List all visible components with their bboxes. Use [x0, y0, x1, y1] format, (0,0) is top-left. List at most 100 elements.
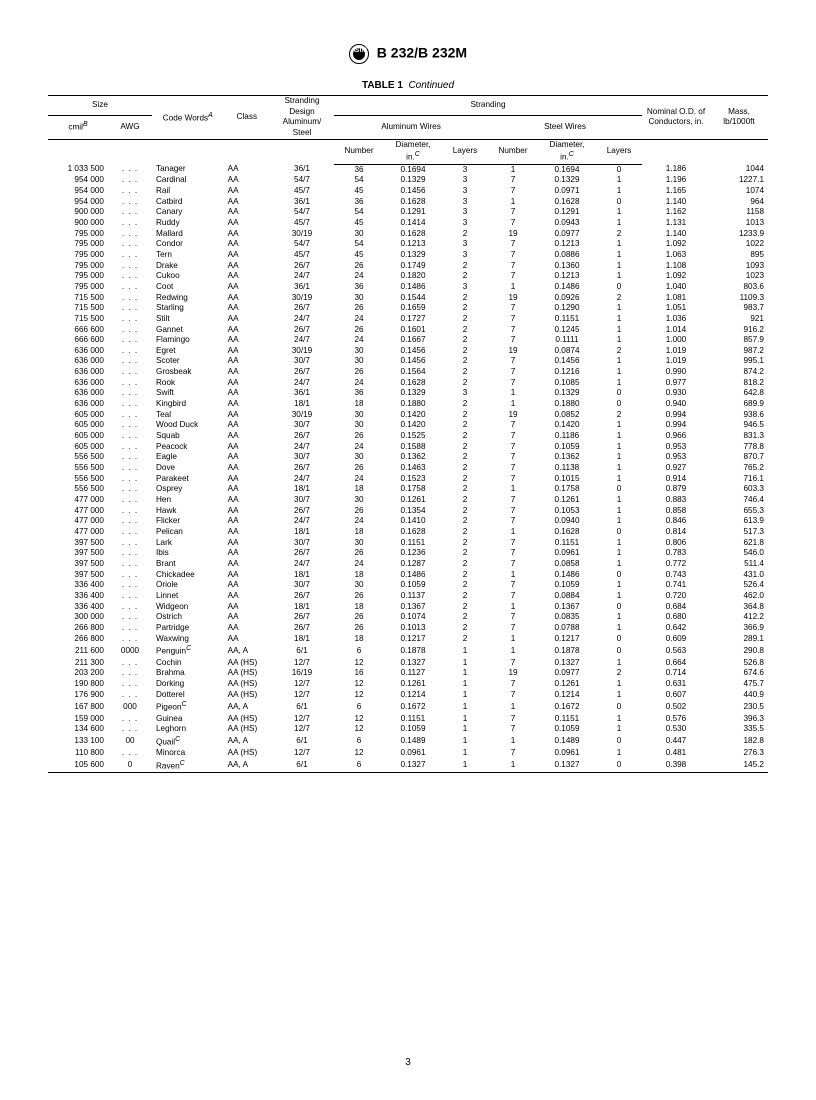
table-cell: 2 — [442, 463, 488, 474]
table-cell: 6/1 — [270, 700, 334, 713]
table-cell: 0.966 — [642, 431, 710, 442]
table-cell: . . . — [108, 658, 152, 669]
table-cell: Minorca — [152, 748, 224, 759]
table-cell: 336 400 — [48, 591, 108, 602]
table-row: 954 000. . .CardinalAA54/7540.1329370.13… — [48, 175, 768, 186]
table-cell: 0.883 — [642, 495, 710, 506]
table-cell: 1 — [442, 724, 488, 735]
table-cell: 0.1137 — [384, 591, 442, 602]
table-cell: Waxwing — [152, 634, 224, 645]
table-cell: 12/7 — [270, 690, 334, 701]
table-cell: 0.1186 — [538, 431, 596, 442]
table-cell: 900 000 — [48, 207, 108, 218]
table-cell: AA — [224, 634, 270, 645]
table-cell: AA — [224, 197, 270, 208]
table-cell: 26 — [334, 431, 384, 442]
table-cell: AA — [224, 218, 270, 229]
table-cell: 2 — [442, 303, 488, 314]
table-cell: AA — [224, 570, 270, 581]
table-cell: 3 — [442, 250, 488, 261]
table-cell: 3 — [442, 218, 488, 229]
table-cell: 0.1362 — [384, 452, 442, 463]
table-cell: 0.664 — [642, 658, 710, 669]
th-al-wires: Aluminum Wires — [334, 115, 488, 139]
table-cell: . . . — [108, 261, 152, 272]
table-cell: 0.1213 — [384, 239, 442, 250]
table-cell: 0.1329 — [538, 175, 596, 186]
table-cell: 2 — [442, 484, 488, 495]
table-cell: Condor — [152, 239, 224, 250]
table-cell: 1 — [442, 644, 488, 657]
table-cell: 26 — [334, 623, 384, 634]
table-cell: 0.1486 — [384, 570, 442, 581]
table-cell: 0.530 — [642, 724, 710, 735]
table-row: 556 500. . .DoveAA26/7260.1463270.113810… — [48, 463, 768, 474]
table-cell: 0 — [596, 644, 642, 657]
table-cell: 477 000 — [48, 527, 108, 538]
table-cell: 0.1327 — [538, 759, 596, 773]
table-cell: 556 500 — [48, 452, 108, 463]
table-cell: 1044 — [710, 164, 768, 175]
table-cell: 2 — [442, 623, 488, 634]
th-stranding: Stranding — [334, 96, 642, 116]
table-cell: 2 — [442, 367, 488, 378]
table-cell: 45/7 — [270, 250, 334, 261]
table-cell: Drake — [152, 261, 224, 272]
table-cell: 26/7 — [270, 506, 334, 517]
table-cell: 1.019 — [642, 356, 710, 367]
table-cell: . . . — [108, 668, 152, 679]
table-cell: 1.092 — [642, 239, 710, 250]
table-cell: AA — [224, 175, 270, 186]
table-cell: 0.0874 — [538, 346, 596, 357]
table-cell: 2 — [442, 538, 488, 549]
table-cell: 2 — [596, 293, 642, 304]
table-cell: 7 — [488, 239, 538, 250]
table-cell: 182.8 — [710, 735, 768, 748]
table-cell: 1.036 — [642, 314, 710, 325]
table-cell: 0 — [596, 634, 642, 645]
table-cell: 0.1463 — [384, 463, 442, 474]
table-cell: Guinea — [152, 714, 224, 725]
table-cell: 921 — [710, 314, 768, 325]
table-cell: 26 — [334, 325, 384, 336]
table-cell: 983.7 — [710, 303, 768, 314]
table-cell: 0.1015 — [538, 474, 596, 485]
table-cell: Egret — [152, 346, 224, 357]
table-cell: 24/7 — [270, 271, 334, 282]
table-cell: 30 — [334, 452, 384, 463]
table-cell: 0.1672 — [384, 700, 442, 713]
table-cell: 477 000 — [48, 495, 108, 506]
table-cell: 16/19 — [270, 668, 334, 679]
table-cell: 30/19 — [270, 229, 334, 240]
table-cell: . . . — [108, 612, 152, 623]
table-cell: AA — [224, 474, 270, 485]
table-cell: Brant — [152, 559, 224, 570]
table-cell: 7 — [488, 314, 538, 325]
table-cell: 7 — [488, 271, 538, 282]
table-cell: 0.1059 — [538, 724, 596, 735]
table-cell: 477 000 — [48, 506, 108, 517]
table-cell: AA — [224, 207, 270, 218]
table-cell: 0.1327 — [384, 759, 442, 773]
table-cell: Dotterel — [152, 690, 224, 701]
table-cell: 2 — [442, 516, 488, 527]
table-cell: Cardinal — [152, 175, 224, 186]
table-cell: 36/1 — [270, 164, 334, 175]
table-cell: AA — [224, 229, 270, 240]
table-cell: 3 — [442, 207, 488, 218]
table-cell: . . . — [108, 239, 152, 250]
table-cell: 0.1758 — [538, 484, 596, 495]
table-cell: 105 600 — [48, 759, 108, 773]
table-cell: 0 — [596, 527, 642, 538]
table-cell: 1022 — [710, 239, 768, 250]
table-cell: 24 — [334, 378, 384, 389]
table-cell: Tanager — [152, 164, 224, 175]
table-cell: 7 — [488, 516, 538, 527]
table-cell: 30/19 — [270, 410, 334, 421]
table-cell: AA — [224, 442, 270, 453]
table-cell: 2 — [442, 335, 488, 346]
table-cell: 605 000 — [48, 442, 108, 453]
table-cell: . . . — [108, 431, 152, 442]
table-cell: 1 — [488, 735, 538, 748]
table-cell: 26/7 — [270, 591, 334, 602]
